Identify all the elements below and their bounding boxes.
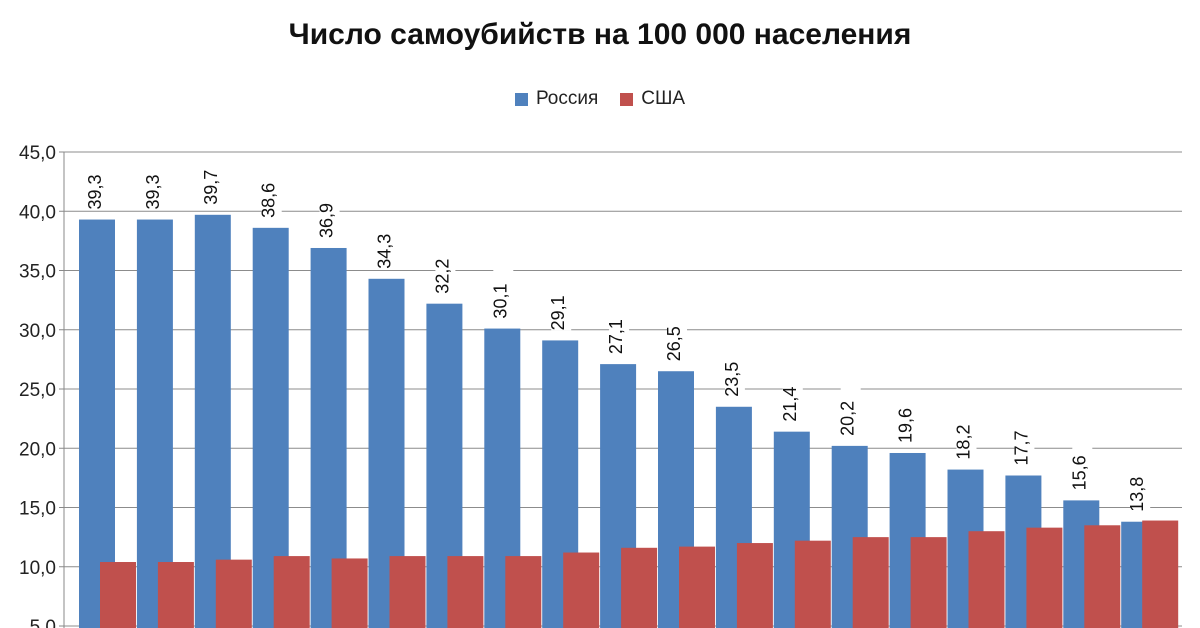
bar-usa bbox=[273, 556, 310, 628]
y-tick-label: 45,0 bbox=[19, 143, 56, 164]
y-axis-ticks: 5,0 10,0 15,0 20,0 25,0 30,0 35,0 40,0 45,0 bbox=[19, 143, 64, 628]
data-labels: 39,3 39,3 39,7 38,6 36,9 34,3 32,2 30,1 29,1 27,1… bbox=[85, 154, 1151, 512]
bar-usa bbox=[157, 562, 194, 628]
bar-russia bbox=[79, 219, 115, 628]
legend-swatch-usa bbox=[620, 92, 634, 106]
data-label-russia: 34,3 bbox=[375, 234, 395, 269]
data-label-russia: 23,5 bbox=[722, 362, 742, 397]
data-label-russia: 21,4 bbox=[780, 387, 800, 422]
bar-usa bbox=[331, 558, 368, 628]
data-label-russia: 38,6 bbox=[259, 183, 279, 218]
data-label-russia: 17,7 bbox=[1011, 430, 1031, 465]
data-label-russia: 32,2 bbox=[432, 259, 452, 294]
bar-usa bbox=[447, 556, 484, 628]
bar-russia bbox=[194, 214, 231, 628]
data-label-background bbox=[145, 159, 166, 210]
bar-usa bbox=[736, 543, 773, 628]
data-label-russia: 29,1 bbox=[548, 295, 568, 330]
y-tick-label: 5,0 bbox=[30, 617, 56, 628]
bar-usa bbox=[1142, 520, 1179, 628]
bar-usa bbox=[968, 531, 1005, 628]
data-label-background bbox=[609, 304, 630, 355]
bar-russia bbox=[136, 219, 173, 628]
data-label-russia: 19,6 bbox=[896, 408, 916, 443]
data-label-background bbox=[551, 280, 572, 331]
data-label-background bbox=[782, 371, 803, 422]
bars bbox=[79, 214, 1179, 628]
data-label-russia: 15,6 bbox=[1069, 455, 1089, 490]
data-label-background bbox=[667, 311, 687, 362]
data-label-russia: 39,3 bbox=[143, 174, 163, 209]
data-label-russia: 39,7 bbox=[201, 170, 221, 205]
data-label-background bbox=[840, 385, 861, 436]
legend-label-russia: Россия bbox=[535, 88, 599, 109]
y-tick-label: 10,0 bbox=[19, 558, 56, 579]
bar-usa bbox=[621, 547, 658, 628]
data-label-russia: 30,1 bbox=[490, 284, 510, 319]
legend-item-usa: США bbox=[620, 88, 685, 110]
data-label-background bbox=[88, 159, 108, 210]
data-label-background bbox=[898, 392, 919, 443]
bar-usa bbox=[679, 546, 715, 628]
bar-usa bbox=[215, 559, 252, 628]
data-label-background bbox=[435, 243, 456, 294]
data-label-russia: 26,5 bbox=[664, 326, 684, 361]
y-tick-label: 40,0 bbox=[19, 202, 56, 223]
bar-usa bbox=[505, 556, 542, 628]
legend-label-usa: США bbox=[641, 88, 686, 109]
bar-usa bbox=[910, 537, 947, 628]
data-label-background bbox=[724, 346, 745, 397]
data-label-russia: 36,9 bbox=[317, 203, 337, 238]
bar-usa bbox=[852, 537, 889, 628]
bar-usa bbox=[1026, 527, 1063, 628]
data-label-background bbox=[1014, 415, 1035, 466]
chart-title: Число самоубийств на 100 000 населения bbox=[288, 18, 912, 51]
data-label-russia: 13,8 bbox=[1127, 477, 1147, 512]
data-label-background bbox=[493, 268, 514, 319]
data-label-background bbox=[261, 167, 282, 218]
data-label-russia: 39,3 bbox=[85, 174, 105, 209]
legend-item-russia: Россия bbox=[514, 88, 599, 110]
legend-swatch-russia bbox=[514, 92, 528, 106]
bar-usa bbox=[1084, 525, 1121, 628]
data-label-russia: 18,2 bbox=[954, 425, 974, 460]
data-label-background bbox=[377, 218, 398, 269]
bar-usa bbox=[100, 562, 136, 628]
data-label-background bbox=[203, 154, 224, 205]
y-tick-label: 25,0 bbox=[19, 380, 56, 401]
y-tick-label: 35,0 bbox=[19, 262, 56, 283]
data-label-background bbox=[1072, 440, 1093, 491]
legend: Россия США bbox=[0, 88, 1200, 110]
data-label-background bbox=[956, 409, 977, 460]
data-label-background bbox=[1130, 461, 1151, 512]
y-tick-label: 30,0 bbox=[19, 321, 56, 342]
data-label-background bbox=[319, 187, 340, 238]
bar-usa bbox=[389, 556, 426, 628]
data-label-russia: 20,2 bbox=[838, 401, 858, 436]
bar-usa bbox=[563, 552, 600, 628]
y-tick-label: 20,0 bbox=[19, 439, 56, 460]
data-label-russia: 27,1 bbox=[606, 319, 626, 354]
y-tick-label: 15,0 bbox=[19, 499, 56, 520]
bar-usa bbox=[794, 540, 831, 628]
